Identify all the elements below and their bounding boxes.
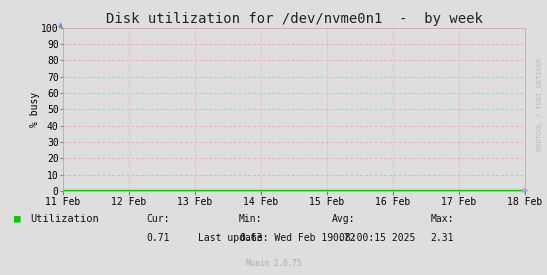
Text: Utilization: Utilization: [30, 214, 99, 224]
Text: 0.71: 0.71: [146, 233, 170, 243]
Text: Avg:: Avg:: [332, 214, 356, 224]
Text: Munin 2.0.75: Munin 2.0.75: [246, 260, 301, 268]
Y-axis label: % busy: % busy: [30, 92, 40, 127]
Text: 2.31: 2.31: [430, 233, 454, 243]
Text: 0.72: 0.72: [332, 233, 356, 243]
Text: Max:: Max:: [430, 214, 454, 224]
Text: Min:: Min:: [239, 214, 263, 224]
Text: 0.63: 0.63: [239, 233, 263, 243]
Text: Cur:: Cur:: [146, 214, 170, 224]
Text: ■: ■: [14, 214, 20, 224]
Text: Last update: Wed Feb 19 08:00:15 2025: Last update: Wed Feb 19 08:00:15 2025: [197, 233, 415, 243]
Title: Disk utilization for /dev/nvme0n1  -  by week: Disk utilization for /dev/nvme0n1 - by w…: [106, 12, 482, 26]
Text: RRDTOOL / TOBI OETIKER: RRDTOOL / TOBI OETIKER: [537, 58, 543, 151]
